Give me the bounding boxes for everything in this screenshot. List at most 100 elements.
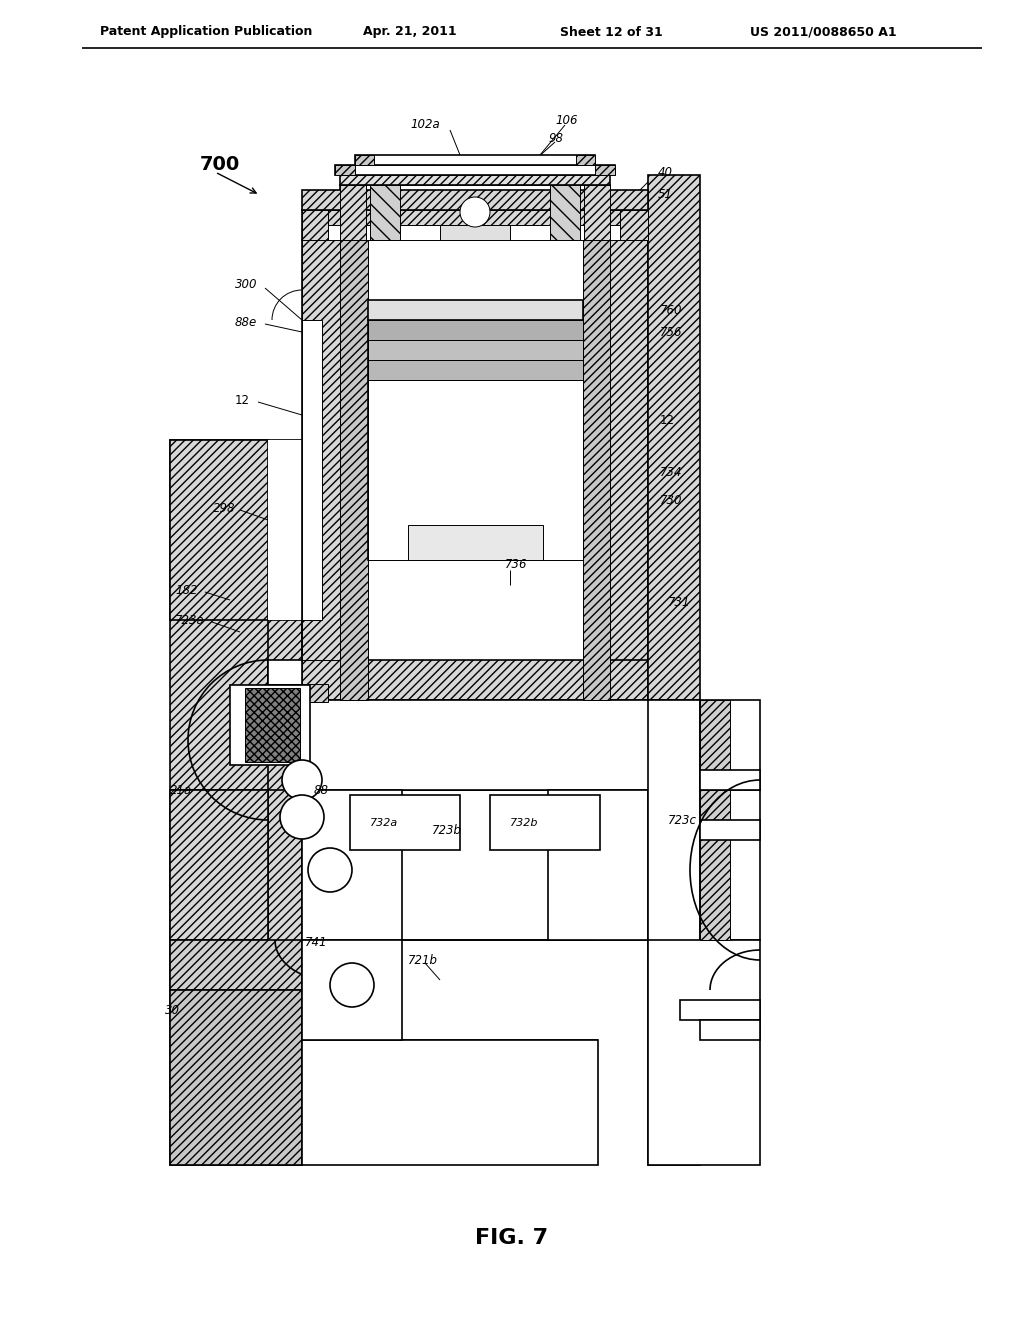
Text: 700: 700 [200,156,241,174]
Polygon shape [268,620,302,1166]
Polygon shape [550,185,580,240]
Polygon shape [700,820,760,840]
Bar [350,795,460,850]
Text: Sheet 12 of 31: Sheet 12 of 31 [560,25,663,38]
Polygon shape [335,165,615,176]
Text: FIG. 7: FIG. 7 [475,1228,549,1247]
Text: 721b: 721b [408,953,438,966]
Text: 741: 741 [305,936,328,949]
Polygon shape [648,700,700,1166]
Polygon shape [355,154,374,165]
Circle shape [282,760,322,800]
Polygon shape [170,440,302,1166]
Polygon shape [700,789,760,940]
Polygon shape [170,789,268,940]
Text: 723b: 723b [432,824,462,837]
Text: 30: 30 [165,1003,180,1016]
Text: 736: 736 [505,558,527,572]
Bar [268,684,328,702]
Polygon shape [268,741,302,760]
Text: 88: 88 [314,784,329,796]
Polygon shape [700,700,760,789]
Polygon shape [302,660,648,700]
Bar [340,185,610,240]
Text: 12: 12 [234,393,250,407]
Polygon shape [440,224,510,240]
Bar [302,700,700,789]
Text: 51: 51 [658,189,673,202]
Circle shape [308,847,352,892]
Polygon shape [335,165,355,176]
Polygon shape [302,210,648,240]
Text: 756: 756 [660,326,683,338]
Polygon shape [595,165,615,176]
Bar [302,940,402,1040]
Polygon shape [368,360,583,380]
Polygon shape [302,240,340,700]
Polygon shape [700,700,730,789]
Polygon shape [170,990,302,1166]
Polygon shape [170,940,302,990]
Text: 21a: 21a [170,784,193,796]
Text: 182: 182 [175,583,198,597]
Bar [368,319,583,560]
Polygon shape [700,770,760,789]
Bar [302,789,402,940]
Polygon shape [170,440,268,620]
Text: 102a: 102a [410,119,439,132]
Polygon shape [680,1001,760,1020]
Polygon shape [170,440,302,620]
Text: 298: 298 [213,502,236,515]
Text: 300: 300 [234,279,257,292]
Polygon shape [700,1020,760,1040]
Text: 106: 106 [555,114,578,127]
Text: 40: 40 [658,165,673,178]
Bar [245,688,300,762]
Polygon shape [610,240,648,700]
Text: 12: 12 [660,413,675,426]
Bar [368,380,583,560]
Polygon shape [340,240,368,700]
Polygon shape [328,210,620,224]
Polygon shape [302,240,340,660]
Polygon shape [368,319,583,341]
Circle shape [330,964,374,1007]
Polygon shape [355,154,595,165]
Text: 730: 730 [660,494,683,507]
Text: 723a: 723a [175,614,205,627]
Polygon shape [268,660,302,741]
Text: Apr. 21, 2011: Apr. 21, 2011 [362,25,457,38]
Polygon shape [583,240,610,700]
Bar [302,1040,598,1166]
Text: 98: 98 [548,132,563,144]
Circle shape [280,795,324,840]
Polygon shape [302,190,648,210]
Text: 734: 734 [660,466,683,479]
Bar [408,525,543,560]
Polygon shape [620,210,648,240]
Bar [548,789,648,940]
Text: 760: 760 [660,304,683,317]
Bar [368,300,583,319]
Bar [230,685,310,766]
Bar [490,795,600,850]
Text: 732b: 732b [510,818,539,828]
Text: Patent Application Publication: Patent Application Publication [100,25,312,38]
Polygon shape [368,341,583,360]
Text: 732a: 732a [370,818,398,828]
Text: 723c: 723c [668,813,697,826]
Bar [328,224,620,240]
Polygon shape [340,185,366,240]
Polygon shape [340,176,610,185]
Polygon shape [302,210,328,240]
Text: US 2011/0088650 A1: US 2011/0088650 A1 [750,25,897,38]
Polygon shape [575,154,595,165]
Polygon shape [302,319,322,620]
Text: 731: 731 [668,595,690,609]
Polygon shape [584,185,610,240]
Text: 88e: 88e [234,315,257,329]
Polygon shape [648,940,760,1166]
Circle shape [460,197,490,227]
Polygon shape [700,789,730,940]
Polygon shape [370,185,400,240]
